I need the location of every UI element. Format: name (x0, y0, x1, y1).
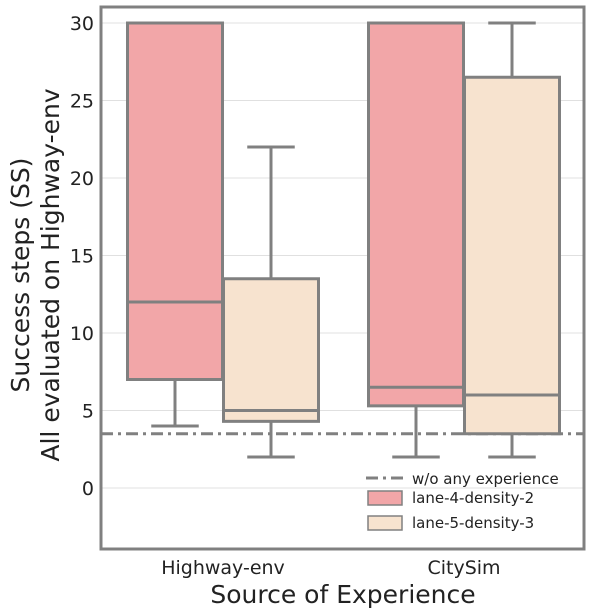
box-body (126, 21, 224, 381)
x-tick-label-citysim: CitySim (427, 557, 500, 579)
box-lane-4-density-2-citysim (367, 21, 465, 459)
x-axis-ticks: Highway-env CitySim (161, 557, 500, 579)
legend: w/o any experience lane-4-density-2 lane… (366, 470, 559, 532)
x-axis-label: Source of Experience (210, 580, 475, 609)
y-tick-label-30: 30 (70, 13, 94, 35)
plot-frame (99, 5, 586, 551)
box-lane-4-density-2-highway-env (126, 21, 224, 428)
y-axis-label: Success steps (SS) All evaluated on High… (6, 88, 65, 461)
boxes (126, 21, 561, 459)
box-body (463, 75, 561, 436)
legend-swatch-lane-4-density-2 (367, 490, 403, 506)
y-axis-label-line-2: All evaluated on Highway-env (36, 88, 65, 461)
y-tick-label-10: 10 (70, 323, 94, 345)
x-tick-label-highway-env: Highway-env (161, 557, 285, 579)
y-tick-label-0: 0 (82, 478, 94, 500)
legend-swatch-lane-5-density-3 (367, 515, 403, 531)
y-tick-label-20: 20 (70, 168, 94, 190)
box-body (222, 277, 320, 423)
legend-label-lane-4-density-2: lane-4-density-2 (412, 489, 534, 507)
legend-label-lane-5-density-3: lane-5-density-3 (412, 514, 534, 532)
y-tick-label-5: 5 (82, 401, 94, 423)
y-tick-label-25: 25 (70, 91, 94, 113)
y-axis-ticks: 0 5 10 15 20 25 30 (70, 13, 94, 500)
box-body (367, 21, 465, 408)
box-lane-5-density-3-highway-env (222, 145, 320, 459)
y-axis-label-line-1: Success steps (SS) (6, 158, 35, 393)
legend-label-baseline: w/o any experience (412, 470, 559, 488)
box-lane-5-density-3-citysim (463, 21, 561, 459)
y-tick-label-15: 15 (70, 246, 94, 268)
